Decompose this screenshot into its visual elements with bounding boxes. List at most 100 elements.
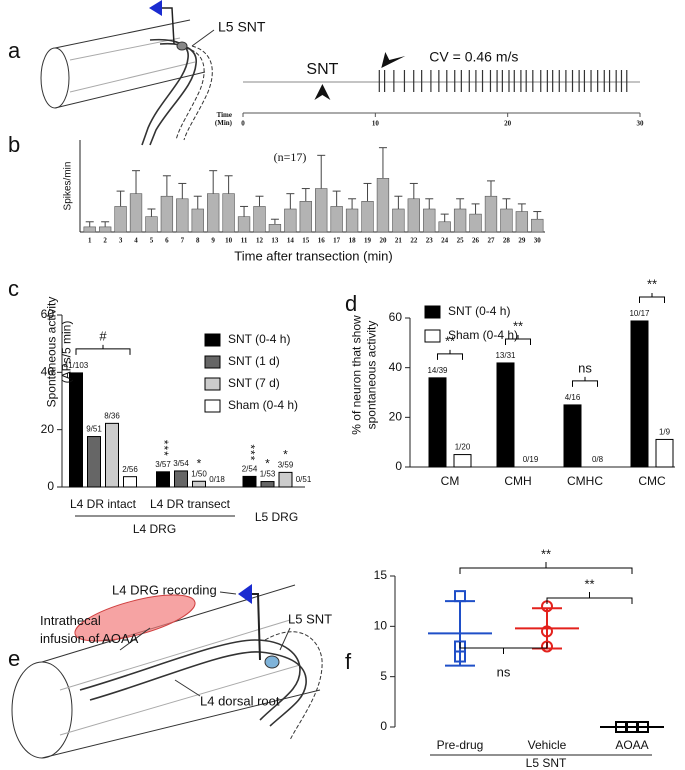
- x-tick-label: 23: [426, 237, 434, 245]
- x-tick-label: 15: [302, 237, 310, 245]
- bar: [345, 208, 359, 233]
- bar: [145, 216, 158, 233]
- infusion-area: [74, 594, 196, 642]
- snt-nerve: [264, 631, 323, 741]
- y-tick-label: 0: [47, 479, 54, 493]
- value-label: 10/17: [629, 309, 650, 318]
- dorsal-root: [79, 639, 301, 721]
- value-label: 3/57: [155, 460, 171, 469]
- y-axis-label-line: spontaneous activity: [365, 321, 379, 430]
- significance-label: **: [647, 276, 657, 291]
- x-tick-label: 28: [503, 237, 511, 245]
- legend-label: Sham (0-4 h): [228, 398, 298, 412]
- y-tick-label: 40: [389, 360, 403, 374]
- bar: [174, 470, 188, 488]
- bar: [237, 216, 251, 233]
- bar: [484, 195, 498, 233]
- x-tick-label: 22: [410, 237, 418, 245]
- panel-label: c: [8, 276, 19, 301]
- bar: [284, 208, 297, 233]
- cord-inner: [59, 619, 301, 736]
- x-tick-label: 18: [349, 237, 357, 245]
- y-axis-label: Spikes/min: [63, 162, 74, 211]
- point: [541, 625, 553, 638]
- x-tick-label: L4 DR intact: [70, 497, 137, 511]
- y-tick-label: 60: [389, 310, 403, 324]
- x-tick-label: 17: [333, 237, 341, 245]
- value-label: 3/59: [278, 460, 294, 469]
- y-tick-label: 5: [380, 669, 387, 683]
- significance-bracket: [505, 334, 531, 345]
- bar: [423, 208, 436, 233]
- bar: [428, 377, 447, 468]
- drg: [264, 655, 280, 669]
- x-tick-label: 11: [241, 237, 248, 245]
- y-tick-label: 40: [41, 365, 55, 379]
- x-tick-label: CM: [441, 474, 460, 488]
- legend-label: SNT (0-4 h): [448, 304, 510, 318]
- x-tick-label: 14: [287, 237, 295, 245]
- x-tick-label: 26: [472, 237, 480, 245]
- diagram-e: [11, 584, 323, 759]
- value-label: 0/8: [592, 455, 604, 464]
- x-tick-label: 5: [150, 237, 154, 245]
- legend-label: SNT (7 d): [228, 376, 280, 390]
- nerve-cut: [183, 45, 213, 141]
- bar: [268, 224, 282, 233]
- x-tick-label: Pre-drug: [437, 738, 484, 752]
- diagram-a: [40, 0, 215, 146]
- significance-label: *: [283, 448, 288, 462]
- drg: [176, 41, 188, 51]
- y-tick-label: 15: [374, 568, 388, 582]
- x-tick-label: 30: [637, 120, 645, 128]
- x-tick-label: 13: [271, 237, 279, 245]
- x-axis-label-line: Time: [217, 111, 232, 119]
- significance-label: ***: [243, 444, 257, 461]
- event-arrow: [314, 84, 331, 100]
- x-tick-label: 6: [165, 237, 169, 245]
- point: [541, 640, 553, 653]
- leader-line: [191, 29, 215, 47]
- bar: [453, 454, 472, 468]
- bar: [407, 198, 420, 233]
- x-tick-label: 9: [211, 237, 215, 245]
- x-tick-label: 21: [395, 237, 403, 245]
- y-axis-label-line: Spontaneous activity: [45, 297, 59, 408]
- bar: [330, 206, 343, 233]
- nerve: [149, 42, 197, 146]
- bar: [376, 178, 390, 233]
- cord-inner: [69, 37, 196, 93]
- point: [637, 721, 649, 733]
- bar: [531, 218, 544, 233]
- value-label: 13/31: [495, 351, 516, 360]
- x-tick-label: 30: [534, 237, 542, 245]
- bar: [515, 211, 529, 233]
- x-tick-label: 1: [88, 237, 92, 245]
- nerve-cut: [175, 47, 205, 141]
- x-tick-label: 20: [379, 237, 387, 245]
- x-tick-label: CMH: [504, 474, 531, 488]
- bar: [253, 206, 266, 233]
- value-label: 9/51: [86, 425, 102, 434]
- significance-bracket: [572, 376, 598, 387]
- diagram-label-line: Intrathecal: [40, 613, 101, 628]
- electrode: [252, 593, 261, 661]
- x-tick-label: AOAA: [615, 738, 648, 752]
- diagram-label: L5 SNT: [218, 19, 266, 35]
- panel-label: f: [345, 649, 352, 674]
- value-label: 4/16: [565, 393, 581, 402]
- y-axis-label: Spontaneous activity(APs/5 min): [45, 297, 74, 408]
- legend-swatch: [204, 355, 221, 369]
- value-label: 2/54: [242, 465, 258, 474]
- event-label: SNT: [306, 61, 338, 78]
- significance-bracket: [75, 344, 131, 355]
- electrode: [160, 7, 175, 45]
- bar: [469, 213, 482, 233]
- significance-label: ***: [157, 440, 171, 457]
- x-axis-label: L5 SNT: [526, 756, 567, 770]
- annotation: (n=17): [274, 150, 307, 164]
- legend-label: SNT (1 d): [228, 354, 280, 368]
- panel-label: a: [8, 38, 21, 63]
- significance-bracket: [459, 562, 633, 574]
